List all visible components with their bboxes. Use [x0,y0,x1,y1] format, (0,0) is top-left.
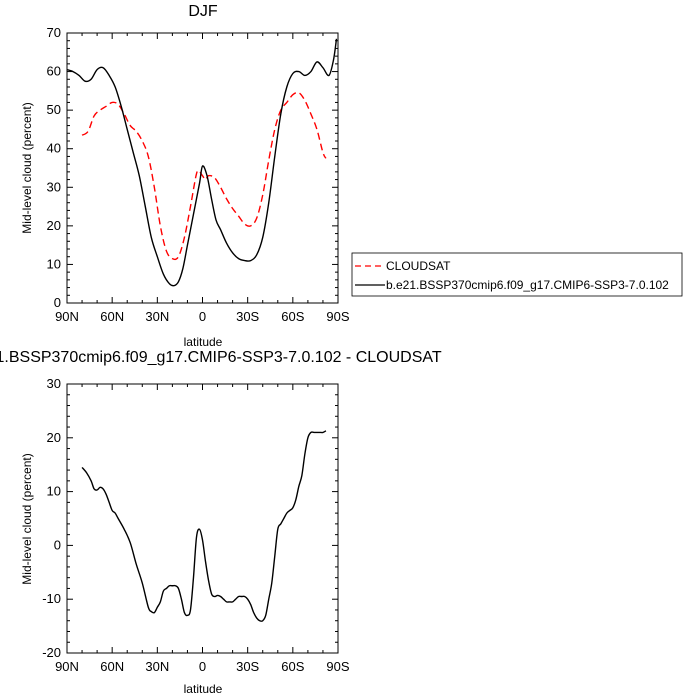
y-tick-label: 50 [47,102,61,117]
chart-title: DJF [188,3,218,20]
series-line-cloudsat [81,91,327,261]
series-line-model [66,38,338,287]
y-tick-label: -20 [42,645,61,660]
x-tick-label: 60S [281,309,304,324]
legend-box [351,252,683,297]
x-tick-label: 0 [199,309,206,324]
panel-djf: DJF Mid-level cloud (percent) latitude 9… [20,3,350,349]
plot-frame [66,383,339,654]
x-tick-label: 60N [100,309,124,324]
y-tick-label: 0 [54,295,61,310]
x-tick-label: 30S [236,309,259,324]
x-tick-label: 90N [55,309,79,324]
x-tick-label: 90S [326,659,349,674]
plot-frame [66,32,339,304]
y-tick-label: 20 [47,218,61,233]
y-tick-label: 20 [47,430,61,445]
series-line-difference [81,430,327,622]
x-axis-label: latitude [184,335,223,349]
x-tick-label: 30N [145,659,169,674]
y-tick-label: 30 [47,376,61,391]
x-tick-label: 90N [55,659,79,674]
y-tick-label: 40 [47,141,61,156]
y-axis-label: Mid-level cloud (percent) [20,102,34,233]
panel-difference: b.e21.BSSP370cmip6.f09_g17.CMIP6-SSP3-7.… [0,349,442,696]
x-tick-label: 30N [145,309,169,324]
series-lines [66,38,338,287]
x-tick-label: 0 [199,659,206,674]
y-tick-label: 60 [47,64,61,79]
y-tick-label: 70 [47,25,61,40]
y-tick-label: 10 [47,256,61,271]
y-tick-label: 30 [47,179,61,194]
legend: CLOUDSAT b.e21.BSSP370cmip6.f09_g17.CMIP… [351,252,683,297]
x-tick-label: 60N [100,659,124,674]
series-lines [81,430,327,622]
y-tick-label: -10 [42,591,61,606]
x-axis-label: latitude [184,682,223,696]
x-tick-label: 60S [281,659,304,674]
x-tick-label: 30S [236,659,259,674]
axis-ticks: 90N 60N 30N 0 30S 60S 90S 0 10 20 30 40 50 60 70 [47,25,350,324]
y-axis-label: Mid-level cloud (percent) [20,453,34,584]
y-tick-label: 0 [54,537,61,552]
axis-ticks: 90N 60N 30N 0 30S 60S 90S -20 -10 0 10 20 30 [42,376,350,674]
y-tick-label: 10 [47,484,61,499]
legend-label-cloudsat: CLOUDSAT [386,259,451,273]
x-tick-label: 90S [326,309,349,324]
difference-chart-title: b.e21.BSSP370cmip6.f09_g17.CMIP6-SSP3-7.… [0,349,442,366]
legend-label-model: b.e21.BSSP370cmip6.f09_g17.CMIP6-SSP3-7.… [386,278,669,292]
